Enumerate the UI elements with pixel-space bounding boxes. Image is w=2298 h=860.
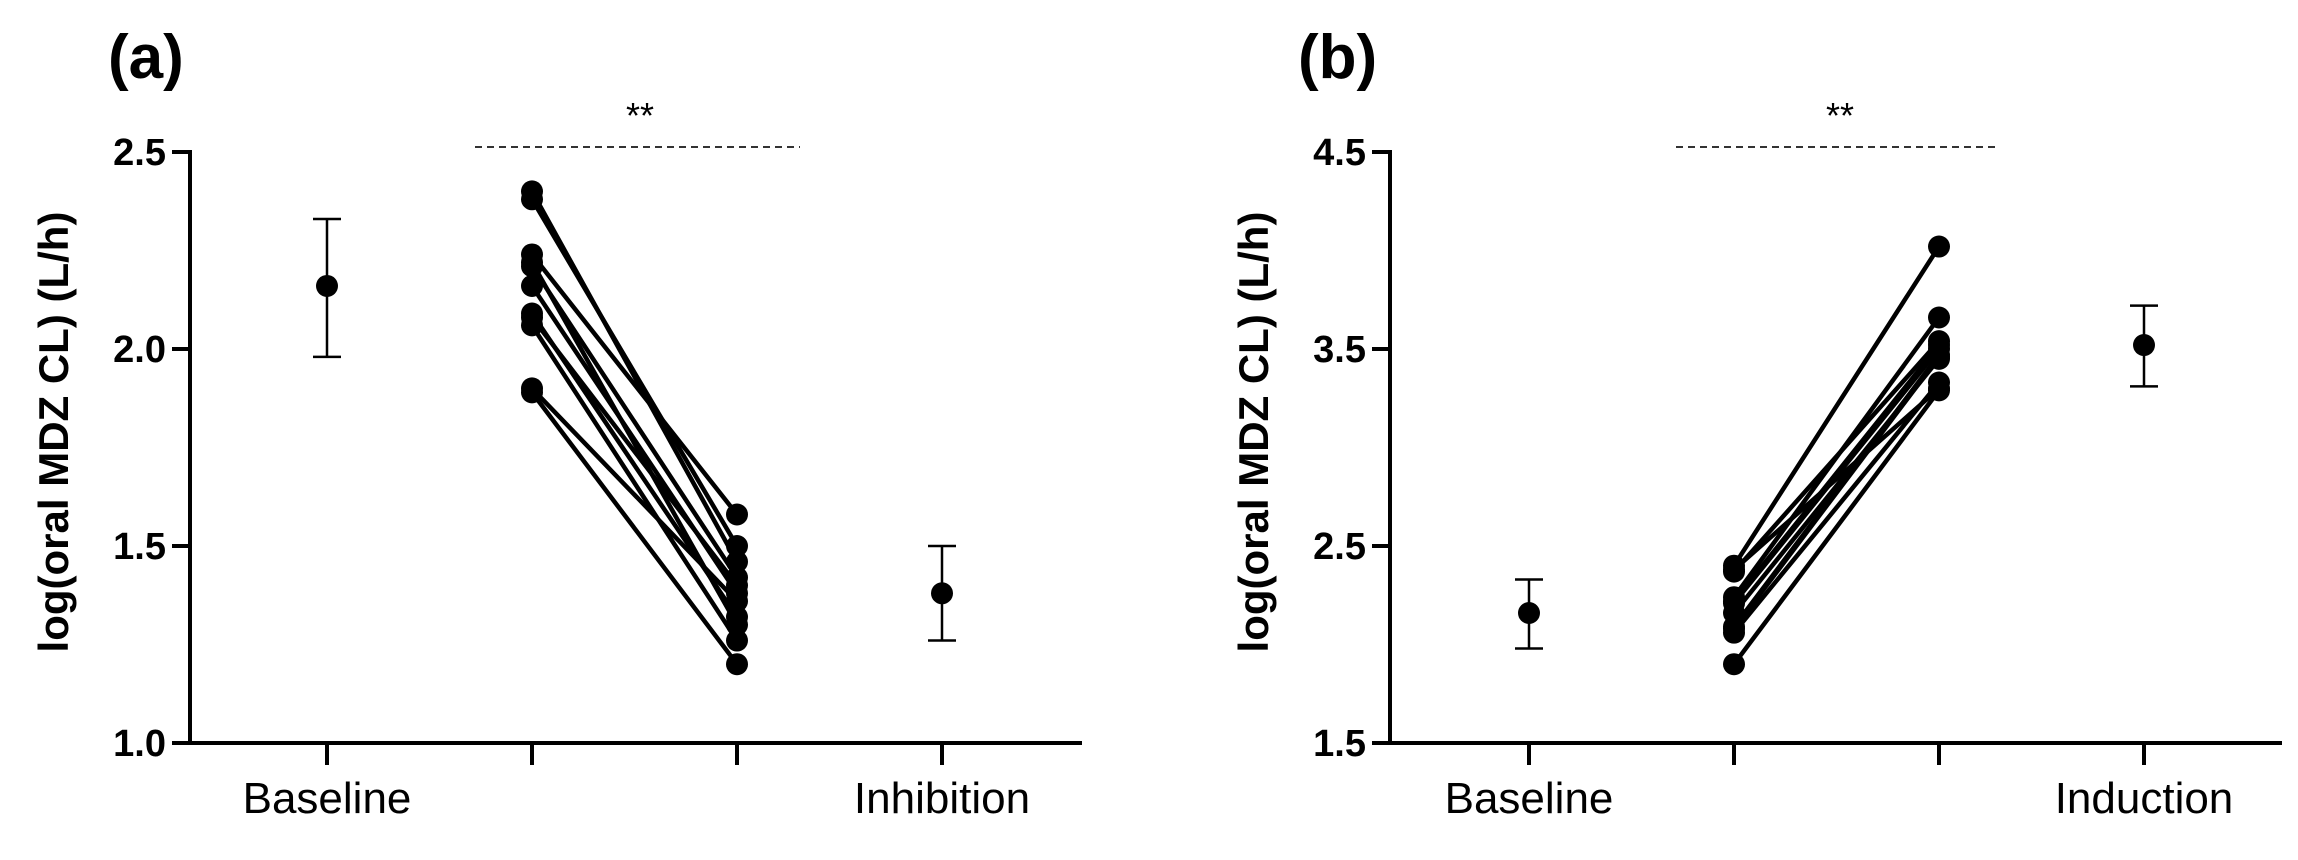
panel-b-individual-point xyxy=(1928,345,1950,368)
panel-a-summary-points xyxy=(313,217,956,642)
panel-a-pair-line xyxy=(529,323,740,643)
panel-a-paired-points xyxy=(521,180,748,676)
panel-a-individual-point xyxy=(726,574,748,597)
panel-b-individual-point xyxy=(1928,306,1950,329)
panel-b-y-tick-label: 4.5 xyxy=(1313,132,1366,174)
panel-b-pair-line xyxy=(1731,315,1942,600)
panel-a-mean-point xyxy=(316,274,338,297)
panel-b-pair-line xyxy=(1731,244,1942,568)
panel-b-y-axis-title: log(oral MDZ CL) (L/h) xyxy=(1230,212,1277,653)
panel-b-pair-line xyxy=(1731,342,1942,604)
panel-a-individual-point xyxy=(521,381,543,404)
panel-a-individual-point xyxy=(521,306,543,329)
panel-b-individual-point xyxy=(1723,590,1745,613)
panel-b-individual-point xyxy=(1723,617,1745,640)
panel-a-mean-point xyxy=(931,582,953,605)
panel-b-y-ticks: 1.5 2.5 3.5 4.5 xyxy=(1313,132,1390,765)
panel-a-individual-point xyxy=(521,274,543,297)
panel-a-pair-line xyxy=(529,252,740,517)
panel-a-x-ticks: Baseline Inhibition xyxy=(243,743,1030,823)
panel-a-x-tick-label: Baseline xyxy=(243,774,412,823)
panel-a-pair-line xyxy=(529,315,740,588)
panel-b-pair-line xyxy=(1731,386,1942,572)
panel-a-y-ticks: 1.0 1.5 2.0 2.5 xyxy=(113,132,190,765)
panel-a-significance-label: ** xyxy=(626,95,654,136)
panel-b-pair-line xyxy=(1731,388,1942,667)
panel-b-significance-label: ** xyxy=(1826,95,1854,136)
panel-a-individual-point xyxy=(726,629,748,652)
panel-a-pair-line xyxy=(529,260,740,628)
panel-b-summary-points xyxy=(1515,304,2158,650)
panel-a-individual-point xyxy=(521,251,543,274)
panel-b: (b) log(oral MDZ CL) (L/h) ** 1.5 2.5 3.5 4… xyxy=(1230,23,2282,823)
panel-b-y-tick-label: 1.5 xyxy=(1313,723,1366,765)
panel-a-individual-point xyxy=(726,653,748,676)
panel-b-pair-line xyxy=(1731,380,1942,635)
panel-a-pair-line xyxy=(529,390,740,667)
panel-a-individual-point xyxy=(521,188,543,211)
panel-b-individual-point xyxy=(1928,377,1950,400)
panel-a-y-tick-label: 2.0 xyxy=(113,329,166,371)
panel-b-mean-point xyxy=(2133,334,2155,357)
panel-b-individual-point xyxy=(1928,235,1950,258)
panel-a-y-axis-title: log(oral MDZ CL) (L/h) xyxy=(30,212,77,653)
panel-b-paired-lines xyxy=(1731,244,1942,667)
panel-a-label: (a) xyxy=(108,23,184,92)
panel-a-individual-point xyxy=(726,613,748,636)
panel-b-x-tick-label: Baseline xyxy=(1445,774,1614,823)
panel-b-paired-points xyxy=(1723,235,1950,676)
panel-b-y-tick-label: 2.5 xyxy=(1313,526,1366,568)
panel-b-individual-point xyxy=(1723,558,1745,581)
panel-a-x-tick-label: Inhibition xyxy=(854,774,1030,823)
panel-b-individual-point xyxy=(1723,653,1745,676)
panel-b-x-tick-label: Induction xyxy=(2055,774,2234,823)
panel-b-label: (b) xyxy=(1298,23,1377,92)
panel-b-x-ticks: Baseline Induction xyxy=(1445,743,2234,823)
panel-a-individual-point xyxy=(726,590,748,613)
panel-a-pair-line xyxy=(529,197,740,549)
panel-a: (a) log(oral MDZ CL) (L/h) ** 1.0 1.5 2.0 2… xyxy=(30,23,1082,823)
panel-b-y-tick-label: 3.5 xyxy=(1313,329,1366,371)
panel-a-y-tick-label: 2.5 xyxy=(113,132,166,174)
panel-b-mean-point xyxy=(1518,601,1540,624)
panel-a-individual-point xyxy=(726,550,748,573)
panel-a-individual-point xyxy=(726,503,748,526)
panel-a-y-tick-label: 1.5 xyxy=(113,526,166,568)
panel-a-y-tick-label: 1.0 xyxy=(113,723,166,765)
panel-a-pair-line xyxy=(529,264,740,580)
panel-a-individual-point xyxy=(726,535,748,557)
panel-a-paired-lines xyxy=(529,189,740,667)
panel-b-pair-line xyxy=(1731,354,1942,631)
